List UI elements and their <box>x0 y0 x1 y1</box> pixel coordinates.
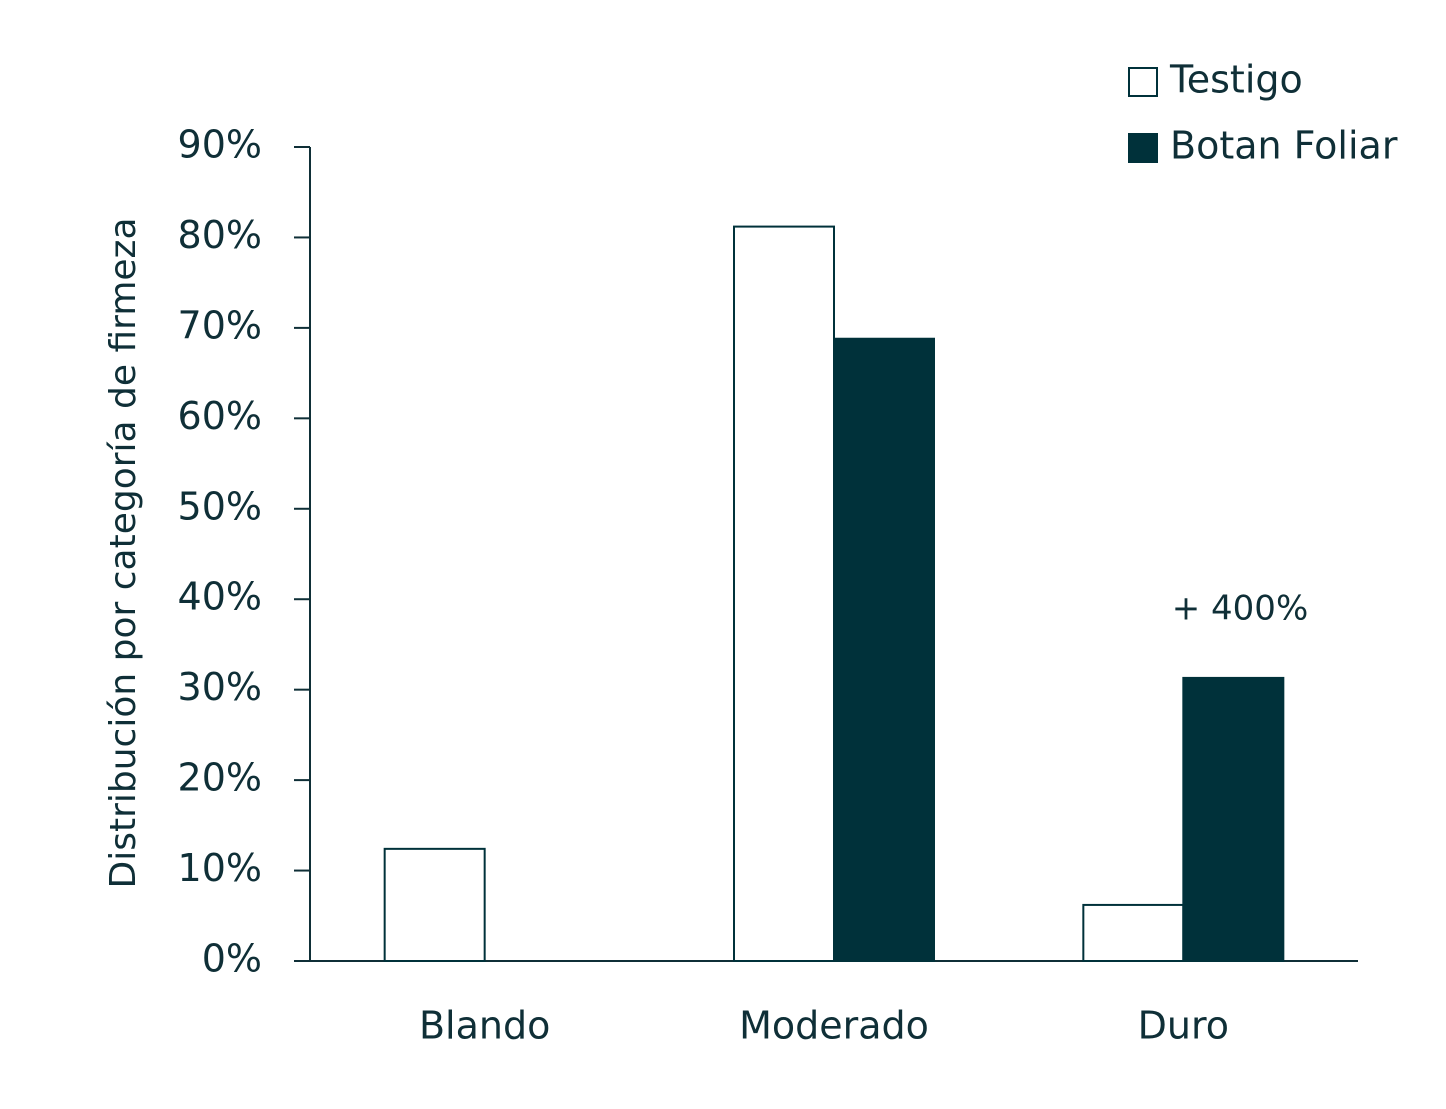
x-tick-label: Duro <box>1138 1004 1229 1048</box>
bar <box>1182 676 1285 962</box>
y-tick-label: 0% <box>202 937 262 981</box>
x-tick-label: Blando <box>419 1004 550 1048</box>
y-tick-label: 90% <box>178 123 262 167</box>
y-axis-title: Distribución por categoría de firmeza <box>103 217 144 888</box>
y-tick-label: 40% <box>178 575 262 619</box>
y-tick-label: 50% <box>178 484 262 528</box>
y-tick-label: 60% <box>178 394 262 438</box>
x-tick-label: Moderado <box>739 1004 929 1048</box>
annotation: + 400% <box>1172 589 1309 629</box>
y-tick-label: 80% <box>178 213 262 257</box>
y-tick-label: 30% <box>178 665 262 709</box>
legend-label: Testigo <box>1169 58 1303 102</box>
legend-swatch <box>1128 67 1158 97</box>
bar <box>383 847 486 962</box>
legend-label: Botan Foliar <box>1170 124 1398 168</box>
bar <box>833 337 935 962</box>
legend-swatch <box>1128 133 1158 163</box>
y-tick-label: 10% <box>178 846 262 890</box>
y-tick-label: 70% <box>178 303 262 347</box>
y-tick-label: 20% <box>178 756 262 800</box>
bar <box>1082 903 1185 962</box>
bar <box>733 225 835 962</box>
